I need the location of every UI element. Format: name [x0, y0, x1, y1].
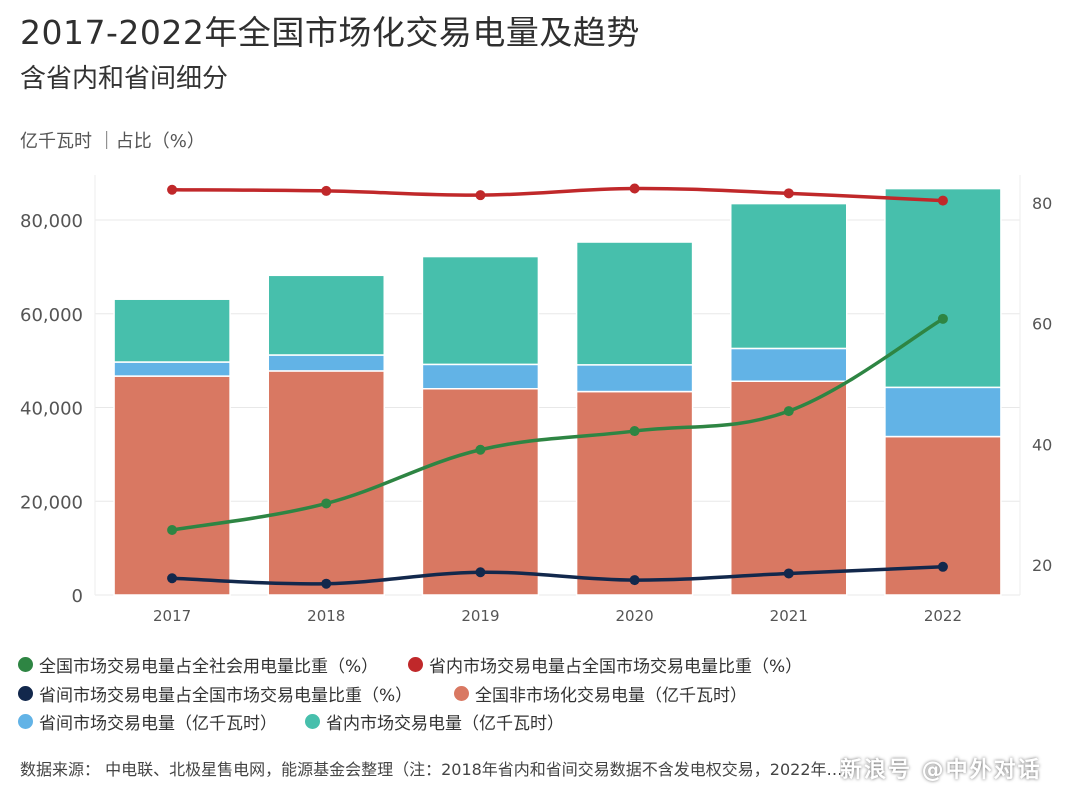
- x-tick-label: 2020: [615, 607, 653, 625]
- y2-tick-label: 20: [1032, 556, 1052, 575]
- series-point: [937, 195, 948, 206]
- bar-segment: [730, 202, 848, 350]
- legend-label: 省内市场交易电量（亿千瓦时）: [326, 714, 564, 734]
- stacked-bar-line-chart: 0 20,000 40,000 60,000 80,000 20 40 60 80 2017 201…: [20, 175, 1052, 625]
- bar-segment: [884, 386, 1002, 438]
- series-point: [167, 525, 178, 536]
- series-point: [167, 184, 178, 195]
- axis-unit-label: 亿千瓦时 ｜占比（%）: [20, 131, 205, 152]
- bar-segment: [575, 241, 694, 366]
- x-tick-label: 2018: [307, 607, 345, 625]
- bar-segment: [267, 274, 385, 356]
- watermark: 新浪号 @中外对话: [840, 752, 1080, 786]
- bar-segment: [113, 361, 231, 377]
- chart-title: 2017-2022年全国市场化交易电量及趋势: [20, 13, 640, 52]
- bar-segment: [730, 380, 848, 596]
- bar-segment: [730, 347, 848, 382]
- y2-tick-label: 80: [1032, 194, 1052, 213]
- data-source-note: 数据来源： 中电联、北极星售电网，能源基金会整理（注：2018年省内和省间交易数…: [20, 760, 843, 779]
- series-point: [783, 406, 794, 417]
- y-tick-label: 80,000: [20, 211, 83, 232]
- series-line: [172, 186, 943, 203]
- bar-segment: [267, 370, 385, 596]
- bar-segment: [575, 364, 694, 393]
- series-point: [475, 567, 486, 578]
- series-point: [783, 568, 794, 579]
- bar-segment: [421, 388, 540, 596]
- legend-swatch: [454, 686, 469, 701]
- y-tick-label: 0: [72, 586, 83, 607]
- legend-label: 省间市场交易电量占全国市场交易电量比重（%）: [39, 686, 413, 706]
- bar-segment: [884, 187, 1002, 389]
- x-tick-label: 2021: [770, 607, 808, 625]
- y2-tick-label: 40: [1032, 435, 1052, 454]
- series-line: [172, 565, 943, 586]
- legend-swatch: [18, 657, 33, 672]
- series-point: [629, 575, 640, 586]
- legend-swatch: [18, 714, 33, 729]
- series-point: [167, 573, 178, 584]
- series-point: [475, 190, 486, 201]
- legend-label: 省内市场交易电量占全国市场交易电量比重（%）: [429, 657, 803, 677]
- legend-item: 全国市场交易电量占全社会用电量比重（%）: [18, 652, 378, 677]
- series-line: [171, 317, 944, 532]
- series-point: [783, 188, 794, 199]
- y-tick-label: 40,000: [20, 399, 83, 420]
- legend-label: 全国非市场化交易电量（亿千瓦时）: [475, 686, 747, 706]
- series-point: [937, 561, 948, 572]
- y-tick-label: 20,000: [20, 492, 83, 513]
- chart-subtitle: 含省内和省间细分: [20, 64, 229, 94]
- y-tick-label: 60,000: [20, 305, 83, 326]
- bar-segment: [575, 390, 694, 596]
- bar-segment: [267, 354, 385, 372]
- legend-swatch: [18, 686, 33, 701]
- legend-item: 全国非市场化交易电量（亿千瓦时）: [454, 681, 747, 706]
- series-point: [629, 426, 640, 437]
- legend-item: 省间市场交易电量占全国市场交易电量比重（%）: [18, 681, 412, 706]
- series-point: [937, 313, 948, 324]
- series-point: [475, 444, 486, 455]
- series-point: [629, 183, 640, 194]
- legend-swatch: [305, 714, 320, 729]
- legend-label: 全国市场交易电量占全社会用电量比重（%）: [39, 657, 379, 677]
- bar-segment: [421, 363, 540, 390]
- legend-label: 省间市场交易电量（亿千瓦时）: [39, 714, 277, 734]
- y2-tick-label: 60: [1032, 315, 1052, 334]
- legend-item: 省内市场交易电量占全国市场交易电量比重（%）: [408, 652, 802, 677]
- bar-segment: [113, 375, 231, 596]
- series-point: [321, 498, 332, 509]
- x-tick-label: 2017: [153, 607, 191, 625]
- legend-item: 省内市场交易电量（亿千瓦时）: [305, 709, 564, 734]
- x-tick-label: 2019: [461, 607, 499, 625]
- series-point: [321, 578, 332, 589]
- legend-swatch: [408, 657, 423, 672]
- bar-segment: [421, 255, 540, 366]
- series-point: [321, 185, 332, 196]
- x-tick-label: 2022: [924, 607, 962, 625]
- bar-segment: [113, 298, 231, 363]
- legend-item: 省间市场交易电量（亿千瓦时）: [18, 709, 277, 734]
